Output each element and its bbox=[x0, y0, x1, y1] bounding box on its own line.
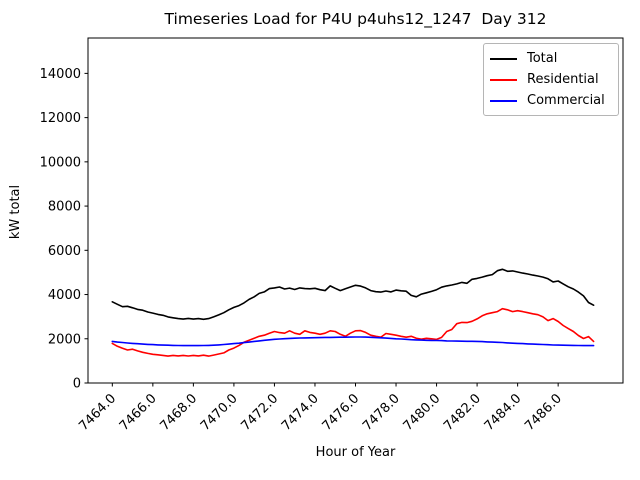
x-tick-label: 7464.0 bbox=[76, 391, 119, 434]
legend-item-residential: Residential bbox=[490, 69, 612, 90]
x-tick-label: 7486.0 bbox=[522, 391, 565, 434]
series-line-total bbox=[111, 268, 595, 321]
chart-title: Timeseries Load for P4U p4uhs12_1247 Day… bbox=[164, 10, 547, 28]
legend-label: Residential bbox=[527, 72, 599, 87]
legend-line-sample-total bbox=[490, 57, 517, 60]
y-tick-label: 6000 bbox=[48, 244, 81, 259]
x-tick-label: 7468.0 bbox=[157, 391, 200, 434]
legend-item-total: Total bbox=[490, 48, 612, 69]
x-tick-label: 7476.0 bbox=[320, 391, 363, 434]
x-tick-label: 7478.0 bbox=[360, 391, 403, 434]
y-tick-label: 2000 bbox=[48, 332, 81, 347]
x-tick-label: 7466.0 bbox=[117, 391, 160, 434]
x-tick-label: 7474.0 bbox=[279, 391, 322, 434]
series-line-commercial bbox=[111, 336, 595, 347]
x-tick-label: 7472.0 bbox=[238, 391, 281, 434]
y-tick-label: 12000 bbox=[40, 111, 81, 126]
y-tick-label: 8000 bbox=[48, 200, 81, 215]
series-line-residential bbox=[111, 307, 595, 357]
y-axis-label: kW total bbox=[8, 184, 23, 240]
y-tick-label: 14000 bbox=[40, 67, 81, 82]
legend-line-sample-residential bbox=[490, 78, 517, 81]
x-tick-label: 7480.0 bbox=[401, 391, 444, 434]
x-axis-label: Hour of Year bbox=[315, 445, 396, 460]
legend-item-commercial: Commercial bbox=[490, 90, 612, 111]
x-tick-label: 7484.0 bbox=[482, 391, 525, 434]
legend-box: Total Residential Commercial bbox=[483, 43, 619, 116]
y-tick-label: 0 bbox=[73, 377, 81, 392]
y-tick-label: 10000 bbox=[40, 155, 81, 170]
y-tick-label: 4000 bbox=[48, 288, 81, 303]
x-tick-label: 7470.0 bbox=[198, 391, 241, 434]
legend-label: Commercial bbox=[527, 93, 605, 108]
x-tick-label: 7482.0 bbox=[441, 391, 484, 434]
legend-label: Total bbox=[527, 51, 558, 66]
legend-line-sample-commercial bbox=[490, 99, 517, 102]
